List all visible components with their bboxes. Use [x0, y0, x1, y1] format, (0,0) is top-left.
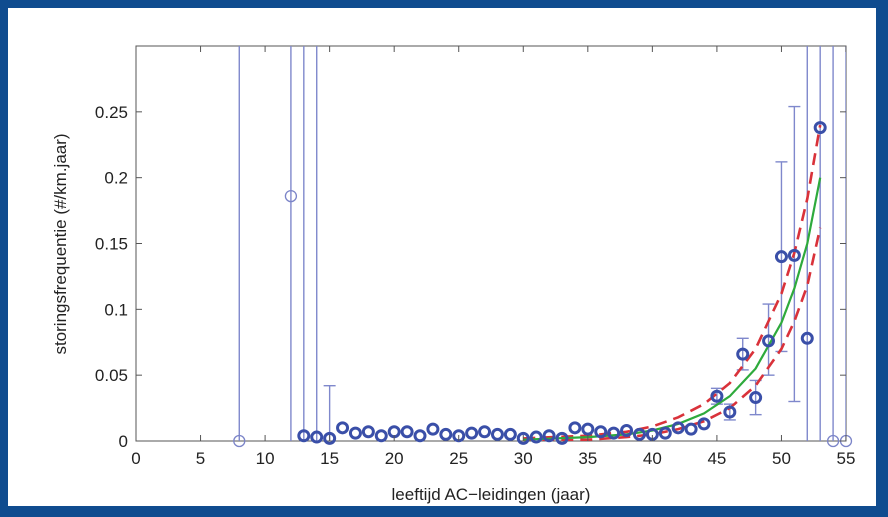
x-tick-label: 0 [131, 449, 140, 468]
data-point [762, 334, 776, 348]
data-point [297, 429, 311, 443]
data-point [723, 405, 737, 419]
x-tick-label: 30 [514, 449, 533, 468]
y-tick-label: 0.2 [104, 169, 128, 188]
data-point [620, 423, 634, 437]
data-point [348, 426, 362, 440]
x-tick-label: 20 [385, 449, 404, 468]
data-point [826, 434, 840, 448]
fit-curve-line [523, 177, 822, 441]
data-point [800, 331, 814, 345]
data-point [568, 421, 582, 435]
x-tick-label: 50 [772, 449, 791, 468]
data-point [581, 422, 595, 436]
data-point [361, 425, 375, 439]
x-tick-label: 5 [196, 449, 205, 468]
data-point [594, 425, 608, 439]
data-point [439, 427, 453, 441]
data-point [632, 427, 646, 441]
data-point [465, 426, 479, 440]
y-tick-label: 0.25 [95, 103, 128, 122]
data-point [542, 429, 556, 443]
data-point [374, 429, 388, 443]
data-point [813, 121, 827, 135]
y-tick-label: 0.1 [104, 300, 128, 319]
data-point [749, 391, 763, 405]
x-tick-label: 10 [256, 449, 275, 468]
data-point [516, 431, 530, 445]
x-tick-label: 25 [449, 449, 468, 468]
x-tick-label: 15 [320, 449, 339, 468]
y-tick-label: 0.05 [95, 366, 128, 385]
data-point [555, 431, 569, 445]
x-tick-label: 35 [578, 449, 597, 468]
axes-layer: 0 5 10 15 20 25 30 35 40 45 50 55 0 0.05 0.1 0.15 0.2 0.2… [95, 46, 856, 468]
data-point [607, 426, 621, 440]
data-point [413, 429, 427, 443]
data-point [310, 430, 324, 444]
data-point [478, 425, 492, 439]
point-layer [233, 121, 853, 448]
data-point [233, 434, 246, 448]
data-point [684, 422, 698, 436]
data-point [774, 250, 788, 264]
data-point [490, 427, 504, 441]
x-axis-title: leeftijd AC−leidingen (jaar) [392, 485, 591, 504]
y-tick-label: 0 [119, 432, 128, 451]
y-tick-label: 0.15 [95, 235, 128, 254]
data-point [284, 189, 298, 203]
data-point [697, 417, 711, 431]
chart-frame: 0 5 10 15 20 25 30 35 40 45 50 55 0 0.05 0.1 0.15 0.2 0.2… [8, 8, 876, 506]
data-point [671, 421, 685, 435]
data-point [529, 430, 543, 444]
x-tick-label: 55 [837, 449, 856, 468]
plot-area [135, 45, 847, 442]
x-tick-label: 45 [707, 449, 726, 468]
data-point [736, 347, 750, 361]
chart-svg: 0 5 10 15 20 25 30 35 40 45 50 55 0 0.05 0.1 0.15 0.2 0.2… [51, 45, 856, 504]
data-point [400, 425, 414, 439]
data-point [336, 421, 350, 435]
confidence-lower-line [523, 227, 822, 441]
data-point [503, 427, 517, 441]
data-point [323, 431, 337, 445]
x-tick-label: 40 [643, 449, 662, 468]
data-point [658, 426, 672, 440]
y-axis-title: storingsfrequentie (#/km.jaar) [51, 133, 70, 354]
data-point [426, 422, 440, 436]
data-point [787, 248, 801, 262]
data-point [710, 389, 724, 403]
